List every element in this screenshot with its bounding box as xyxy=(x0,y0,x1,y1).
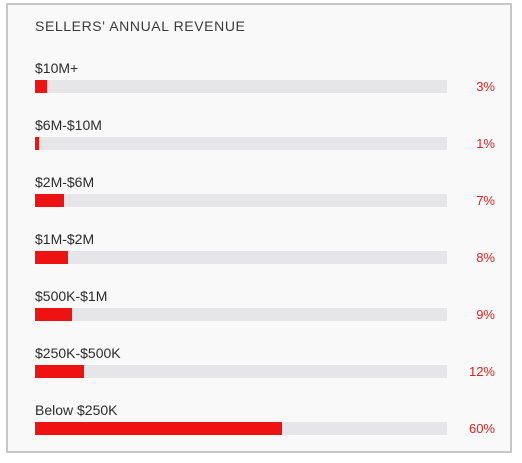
chart-title: SELLERS' ANNUAL REVENUE xyxy=(35,18,246,34)
bar xyxy=(35,137,39,150)
bar-row: $6M-$10M 1% xyxy=(35,117,495,157)
bar-row: $10M+ 3% xyxy=(35,60,495,100)
revenue-chart-card: SELLERS' ANNUAL REVENUE $10M+ 3% $6M-$10M 1… xyxy=(6,3,512,453)
bar-row: Below $250K 60% xyxy=(35,402,495,442)
bar xyxy=(35,251,68,264)
value-label: 8% xyxy=(476,250,495,265)
bar xyxy=(35,80,47,93)
bar-row: $2M-$6M 7% xyxy=(35,174,495,214)
bar xyxy=(35,365,84,378)
bar-track xyxy=(35,137,447,150)
bar-track xyxy=(35,308,447,321)
category-label: $6M-$10M xyxy=(35,117,102,133)
bar-row: $500K-$1M 9% xyxy=(35,288,495,328)
bar-track xyxy=(35,365,447,378)
category-label: $10M+ xyxy=(35,60,79,76)
bar xyxy=(35,308,72,321)
bar-track xyxy=(35,251,447,264)
category-label: $2M-$6M xyxy=(35,174,95,190)
value-label: 60% xyxy=(468,421,495,436)
value-label: 7% xyxy=(476,193,495,208)
value-label: 9% xyxy=(476,307,495,322)
bar xyxy=(35,422,282,435)
bar-row: $1M-$2M 8% xyxy=(35,231,495,271)
category-label: $250K-$500K xyxy=(35,345,121,361)
value-label: 12% xyxy=(468,364,495,379)
bar xyxy=(35,194,64,207)
bar-track xyxy=(35,194,447,207)
category-label: Below $250K xyxy=(35,402,118,418)
bar-row: $250K-$500K 12% xyxy=(35,345,495,385)
category-label: $500K-$1M xyxy=(35,288,108,304)
value-label: 3% xyxy=(476,79,495,94)
bar-track xyxy=(35,422,447,435)
value-label: 1% xyxy=(476,136,495,151)
category-label: $1M-$2M xyxy=(35,231,95,247)
bar-track xyxy=(35,80,447,93)
